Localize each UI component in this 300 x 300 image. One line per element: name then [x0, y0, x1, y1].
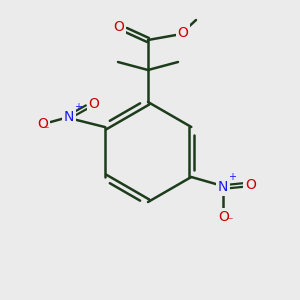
Text: O: O	[245, 178, 256, 192]
Text: +: +	[74, 102, 82, 112]
Text: O: O	[114, 20, 124, 34]
Text: ⁻: ⁻	[42, 124, 49, 137]
Text: O: O	[37, 117, 48, 131]
Text: N: N	[218, 180, 229, 194]
Text: O: O	[218, 210, 229, 224]
Text: O: O	[178, 26, 188, 40]
Text: O: O	[88, 97, 99, 111]
Text: N: N	[64, 110, 74, 124]
Text: ⁻: ⁻	[226, 215, 232, 229]
Text: +: +	[228, 172, 236, 182]
